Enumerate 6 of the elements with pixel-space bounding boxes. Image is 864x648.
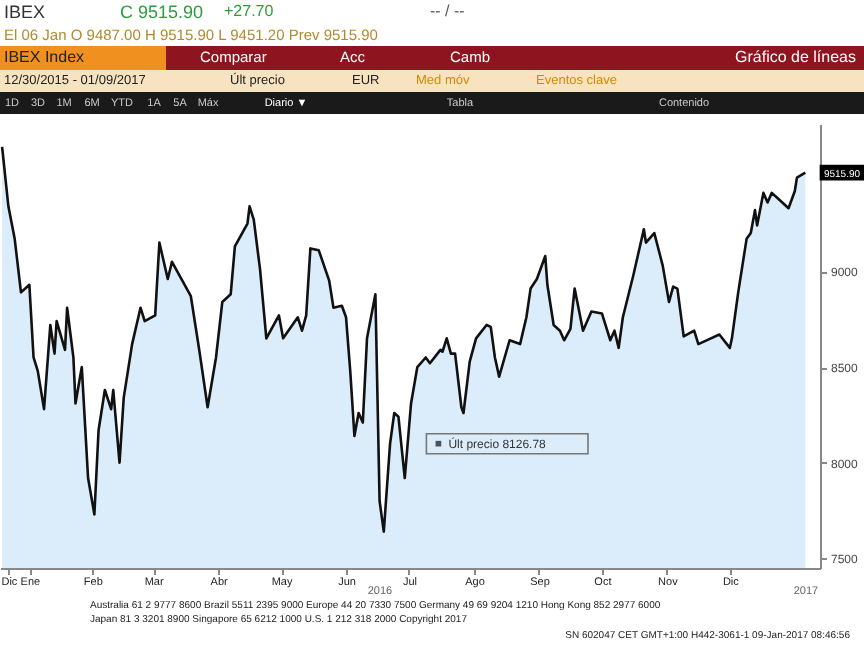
text: -- / -- — [430, 2, 466, 20]
chart-title: IBEX Index — [4, 48, 85, 66]
text: IBEX — [4, 2, 46, 22]
text: C 9515.90 — [120, 2, 204, 22]
text: Gráfico de líneas — [735, 48, 856, 66]
text: +27.70 — [224, 2, 275, 20]
